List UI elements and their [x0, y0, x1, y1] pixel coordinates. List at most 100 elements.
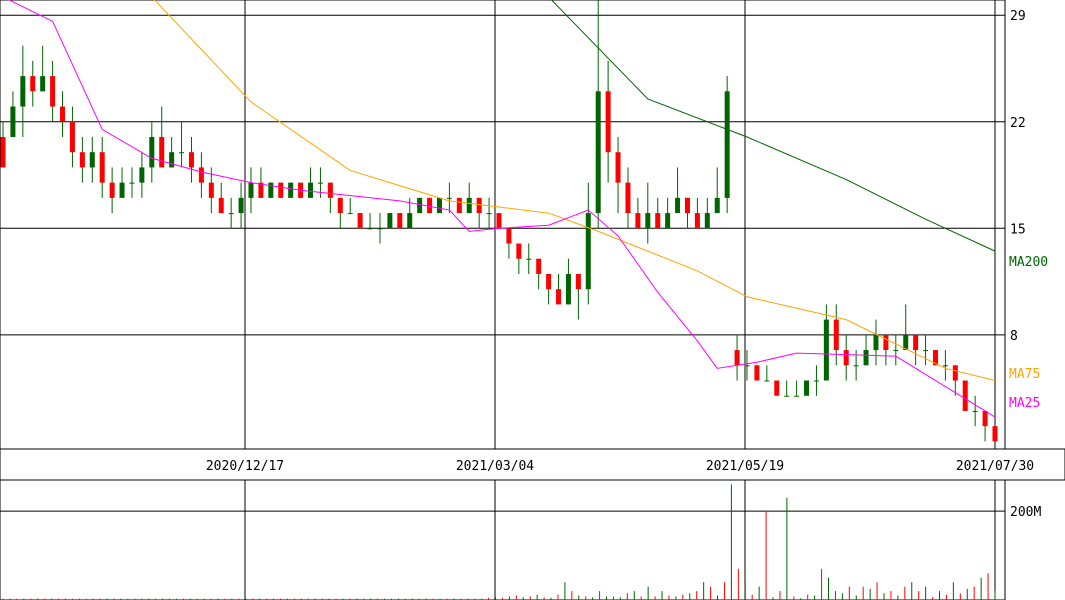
candle-body	[476, 197, 482, 214]
candle-body	[407, 213, 413, 229]
moving-average-line-ma25	[8, 0, 996, 418]
candle-body	[823, 319, 829, 381]
candle-body	[258, 182, 264, 198]
candle-body	[625, 182, 631, 214]
candle-body	[853, 365, 859, 367]
moving-average-label-ma75: MA75	[1009, 367, 1040, 382]
candle-body	[982, 410, 988, 427]
candle-body	[863, 350, 869, 366]
candle-body	[565, 273, 571, 305]
candle-body	[932, 350, 938, 366]
candle-body	[873, 334, 879, 351]
candle-body	[506, 228, 512, 244]
date-tick-label: 2021/03/04	[456, 459, 534, 474]
candle-body	[89, 152, 95, 168]
candle-body	[942, 365, 948, 367]
moving-average-lines	[8, 0, 996, 418]
candle-body	[883, 334, 889, 351]
candle-body	[546, 273, 552, 290]
candle-body	[159, 136, 165, 168]
candle-body	[20, 76, 26, 107]
candle-body	[218, 197, 224, 214]
candle-body	[60, 106, 66, 122]
moving-average-label-ma25: MA25	[1009, 396, 1040, 411]
candle-body	[129, 182, 135, 184]
candle-body	[675, 197, 681, 214]
candle-body	[436, 197, 442, 214]
price-gridlines	[0, 0, 1005, 449]
candle-body	[119, 182, 125, 198]
candle-body	[367, 228, 373, 230]
candle-body	[744, 365, 750, 367]
candle-body	[714, 197, 720, 214]
candle-body	[764, 380, 770, 382]
candle-body	[208, 182, 214, 198]
date-axis-band	[0, 448, 1065, 481]
candle-body	[913, 334, 919, 351]
volume-bar-series	[2, 484, 996, 600]
candle-body	[536, 258, 542, 274]
candle-body	[972, 410, 978, 412]
candle-body	[317, 182, 323, 184]
candle-body	[446, 197, 452, 199]
candle-body	[139, 167, 145, 183]
date-tick-label: 2021/07/30	[956, 459, 1034, 474]
candlestick-series	[0, 0, 998, 442]
volume-panel-frame	[0, 479, 1006, 600]
candle-body	[843, 350, 849, 366]
candle-body	[724, 91, 730, 198]
volume-y-tick-label: 200M	[1010, 505, 1041, 520]
candle-body	[992, 426, 998, 442]
candle-body	[466, 197, 472, 214]
candle-body	[79, 152, 85, 168]
candle-body	[347, 213, 353, 215]
moving-average-line-ma75	[153, 0, 996, 381]
candle-body	[605, 91, 611, 153]
candle-body	[635, 213, 641, 229]
moving-average-line-ma200	[550, 0, 996, 252]
candle-body	[30, 76, 36, 92]
candle-body	[833, 319, 839, 351]
price-y-tick-label: 22	[1010, 116, 1026, 131]
price-y-axis-labels: 29 22 15 8	[1010, 9, 1026, 344]
candle-body	[179, 152, 185, 154]
price-y-tick-label: 8	[1010, 329, 1018, 344]
candle-body	[238, 197, 244, 214]
candle-body	[784, 395, 790, 397]
candle-body	[427, 197, 433, 214]
candle-body	[962, 380, 968, 411]
volume-gridlines	[0, 480, 1005, 600]
candle-body	[526, 258, 532, 260]
candle-body	[665, 213, 671, 229]
candle-body	[40, 76, 46, 92]
volume-y-axis-labels: 200M	[1010, 505, 1041, 520]
candle-body	[188, 152, 194, 168]
candle-body	[516, 243, 522, 259]
candle-body	[734, 350, 740, 366]
candle-body	[893, 350, 899, 352]
candle-body	[585, 213, 591, 290]
candle-body	[387, 213, 393, 229]
candle-body	[774, 380, 780, 396]
price-y-tick-label: 29	[1010, 9, 1026, 24]
candle-body	[804, 380, 810, 396]
date-axis-labels: 2020/12/17 2021/03/04 2021/05/19 2021/07/30	[206, 459, 1034, 474]
candle-body	[228, 213, 234, 215]
candle-body	[923, 350, 929, 352]
candle-body	[50, 76, 56, 107]
candle-body	[684, 197, 690, 214]
date-tick-label: 2021/05/19	[706, 459, 784, 474]
candle-body	[10, 106, 16, 137]
candle-body	[486, 213, 492, 215]
candle-body	[575, 273, 581, 290]
candle-body	[109, 182, 115, 198]
candle-body	[149, 136, 155, 168]
candle-body	[397, 213, 403, 229]
moving-average-label-ma200: MA200	[1009, 255, 1048, 270]
candle-body	[308, 182, 314, 198]
candle-body	[645, 213, 651, 229]
date-tick-label: 2020/12/17	[206, 459, 284, 474]
candle-body	[655, 213, 661, 229]
candle-body	[268, 182, 274, 198]
candle-body	[169, 152, 175, 168]
